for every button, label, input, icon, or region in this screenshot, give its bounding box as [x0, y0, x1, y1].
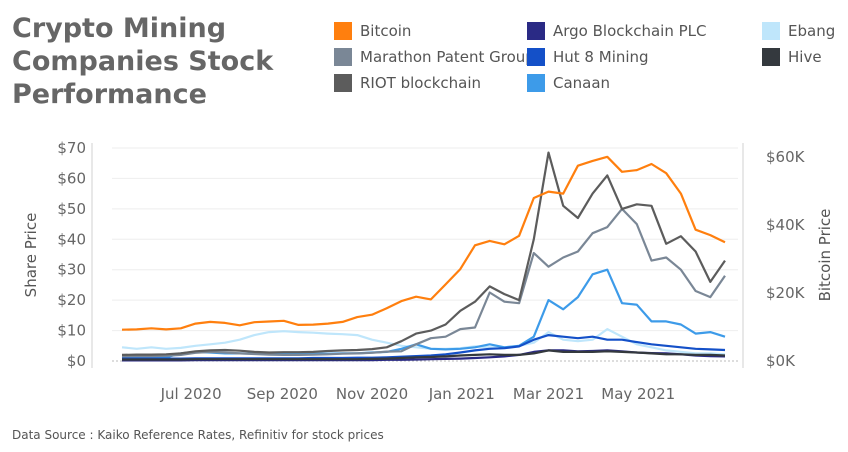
- legend-swatch: [527, 74, 545, 92]
- y2-tick-label: $20K: [766, 284, 806, 302]
- legend-item[interactable]: Ebang: [762, 22, 835, 40]
- y2-axis-label: Bitcoin Price: [816, 209, 834, 302]
- y-axis-label: Share Price: [22, 213, 40, 298]
- legend-swatch: [334, 74, 352, 92]
- legend-label: Ebang: [788, 22, 836, 40]
- y2-tick-label: $60K: [766, 148, 806, 166]
- legend-swatch: [762, 48, 780, 66]
- legend-item[interactable]: Bitcoin: [334, 22, 411, 40]
- legend-label: RIOT blockchain: [360, 74, 482, 92]
- legend-item[interactable]: Marathon Patent Group: [334, 48, 535, 66]
- chart-svg: $0 $10 $20 $30 $40 $50 $60 $70 $0K $20K $40K $60K Ju…: [22, 139, 834, 403]
- legend-item[interactable]: Argo Blockchain PLC: [527, 22, 706, 40]
- legend-item[interactable]: RIOT blockchain: [334, 74, 481, 92]
- legend-label: Canaan: [553, 74, 611, 92]
- legend-swatch: [762, 22, 780, 40]
- legend-label: Hive: [788, 48, 822, 66]
- x-tick-label: Jul 2020: [160, 385, 222, 403]
- legend: Bitcoin Marathon Patent Group RIOT blockch…: [334, 22, 844, 102]
- legend-label: Hut 8 Mining: [553, 48, 649, 66]
- axes: $0 $10 $20 $30 $40 $50 $60 $70 $0K $20K $40K $60K Ju…: [57, 139, 805, 403]
- x-tick-label: May 2021: [601, 385, 675, 403]
- series-line-riot-blockchain[interactable]: [121, 151, 726, 356]
- title-line-2: Companies Stock: [12, 46, 274, 77]
- legend-label: Argo Blockchain PLC: [553, 22, 707, 40]
- legend-swatch: [527, 22, 545, 40]
- y-tick-label: $10: [57, 322, 86, 340]
- y2-tick-label: $40K: [766, 216, 806, 234]
- grid: [112, 147, 738, 362]
- legend-item[interactable]: Canaan: [527, 74, 610, 92]
- y2-tick-label: $0K: [766, 352, 796, 370]
- legend-swatch: [527, 48, 545, 66]
- series-lines: [121, 151, 726, 362]
- y-tick-label: $40: [57, 230, 86, 248]
- y-tick-label: $60: [57, 169, 86, 187]
- y-tick-label: $50: [57, 200, 86, 218]
- series-line-marathon-patent-group[interactable]: [121, 207, 726, 358]
- x-tick-label: Nov 2020: [336, 385, 408, 403]
- source-note: Data Source : Kaiko Reference Rates, Ref…: [12, 428, 384, 442]
- legend-item[interactable]: Hut 8 Mining: [527, 48, 649, 66]
- x-tick-label: Jan 2021: [428, 385, 495, 403]
- y-tick-label: $0: [67, 352, 86, 370]
- title-line-1: Crypto Mining: [12, 13, 227, 44]
- series-line-ebang[interactable]: [121, 328, 726, 356]
- x-tick-label: Mar 2021: [513, 385, 584, 403]
- y-tick-label: $20: [57, 291, 86, 309]
- title-line-3: Performance: [12, 79, 207, 110]
- y-tick-label: $30: [57, 261, 86, 279]
- legend-swatch: [334, 22, 352, 40]
- legend-swatch: [334, 48, 352, 66]
- x-tick-label: Sep 2020: [247, 385, 318, 403]
- series-line-hive[interactable]: [122, 349, 726, 361]
- chart-title: Crypto Mining Companies Stock Performanc…: [12, 12, 312, 111]
- legend-label: Bitcoin: [360, 22, 412, 40]
- series-line-bitcoin[interactable]: [121, 155, 726, 331]
- legend-label: Marathon Patent Group: [360, 48, 535, 66]
- y-tick-label: $70: [57, 139, 86, 157]
- legend-item[interactable]: Hive: [762, 48, 822, 66]
